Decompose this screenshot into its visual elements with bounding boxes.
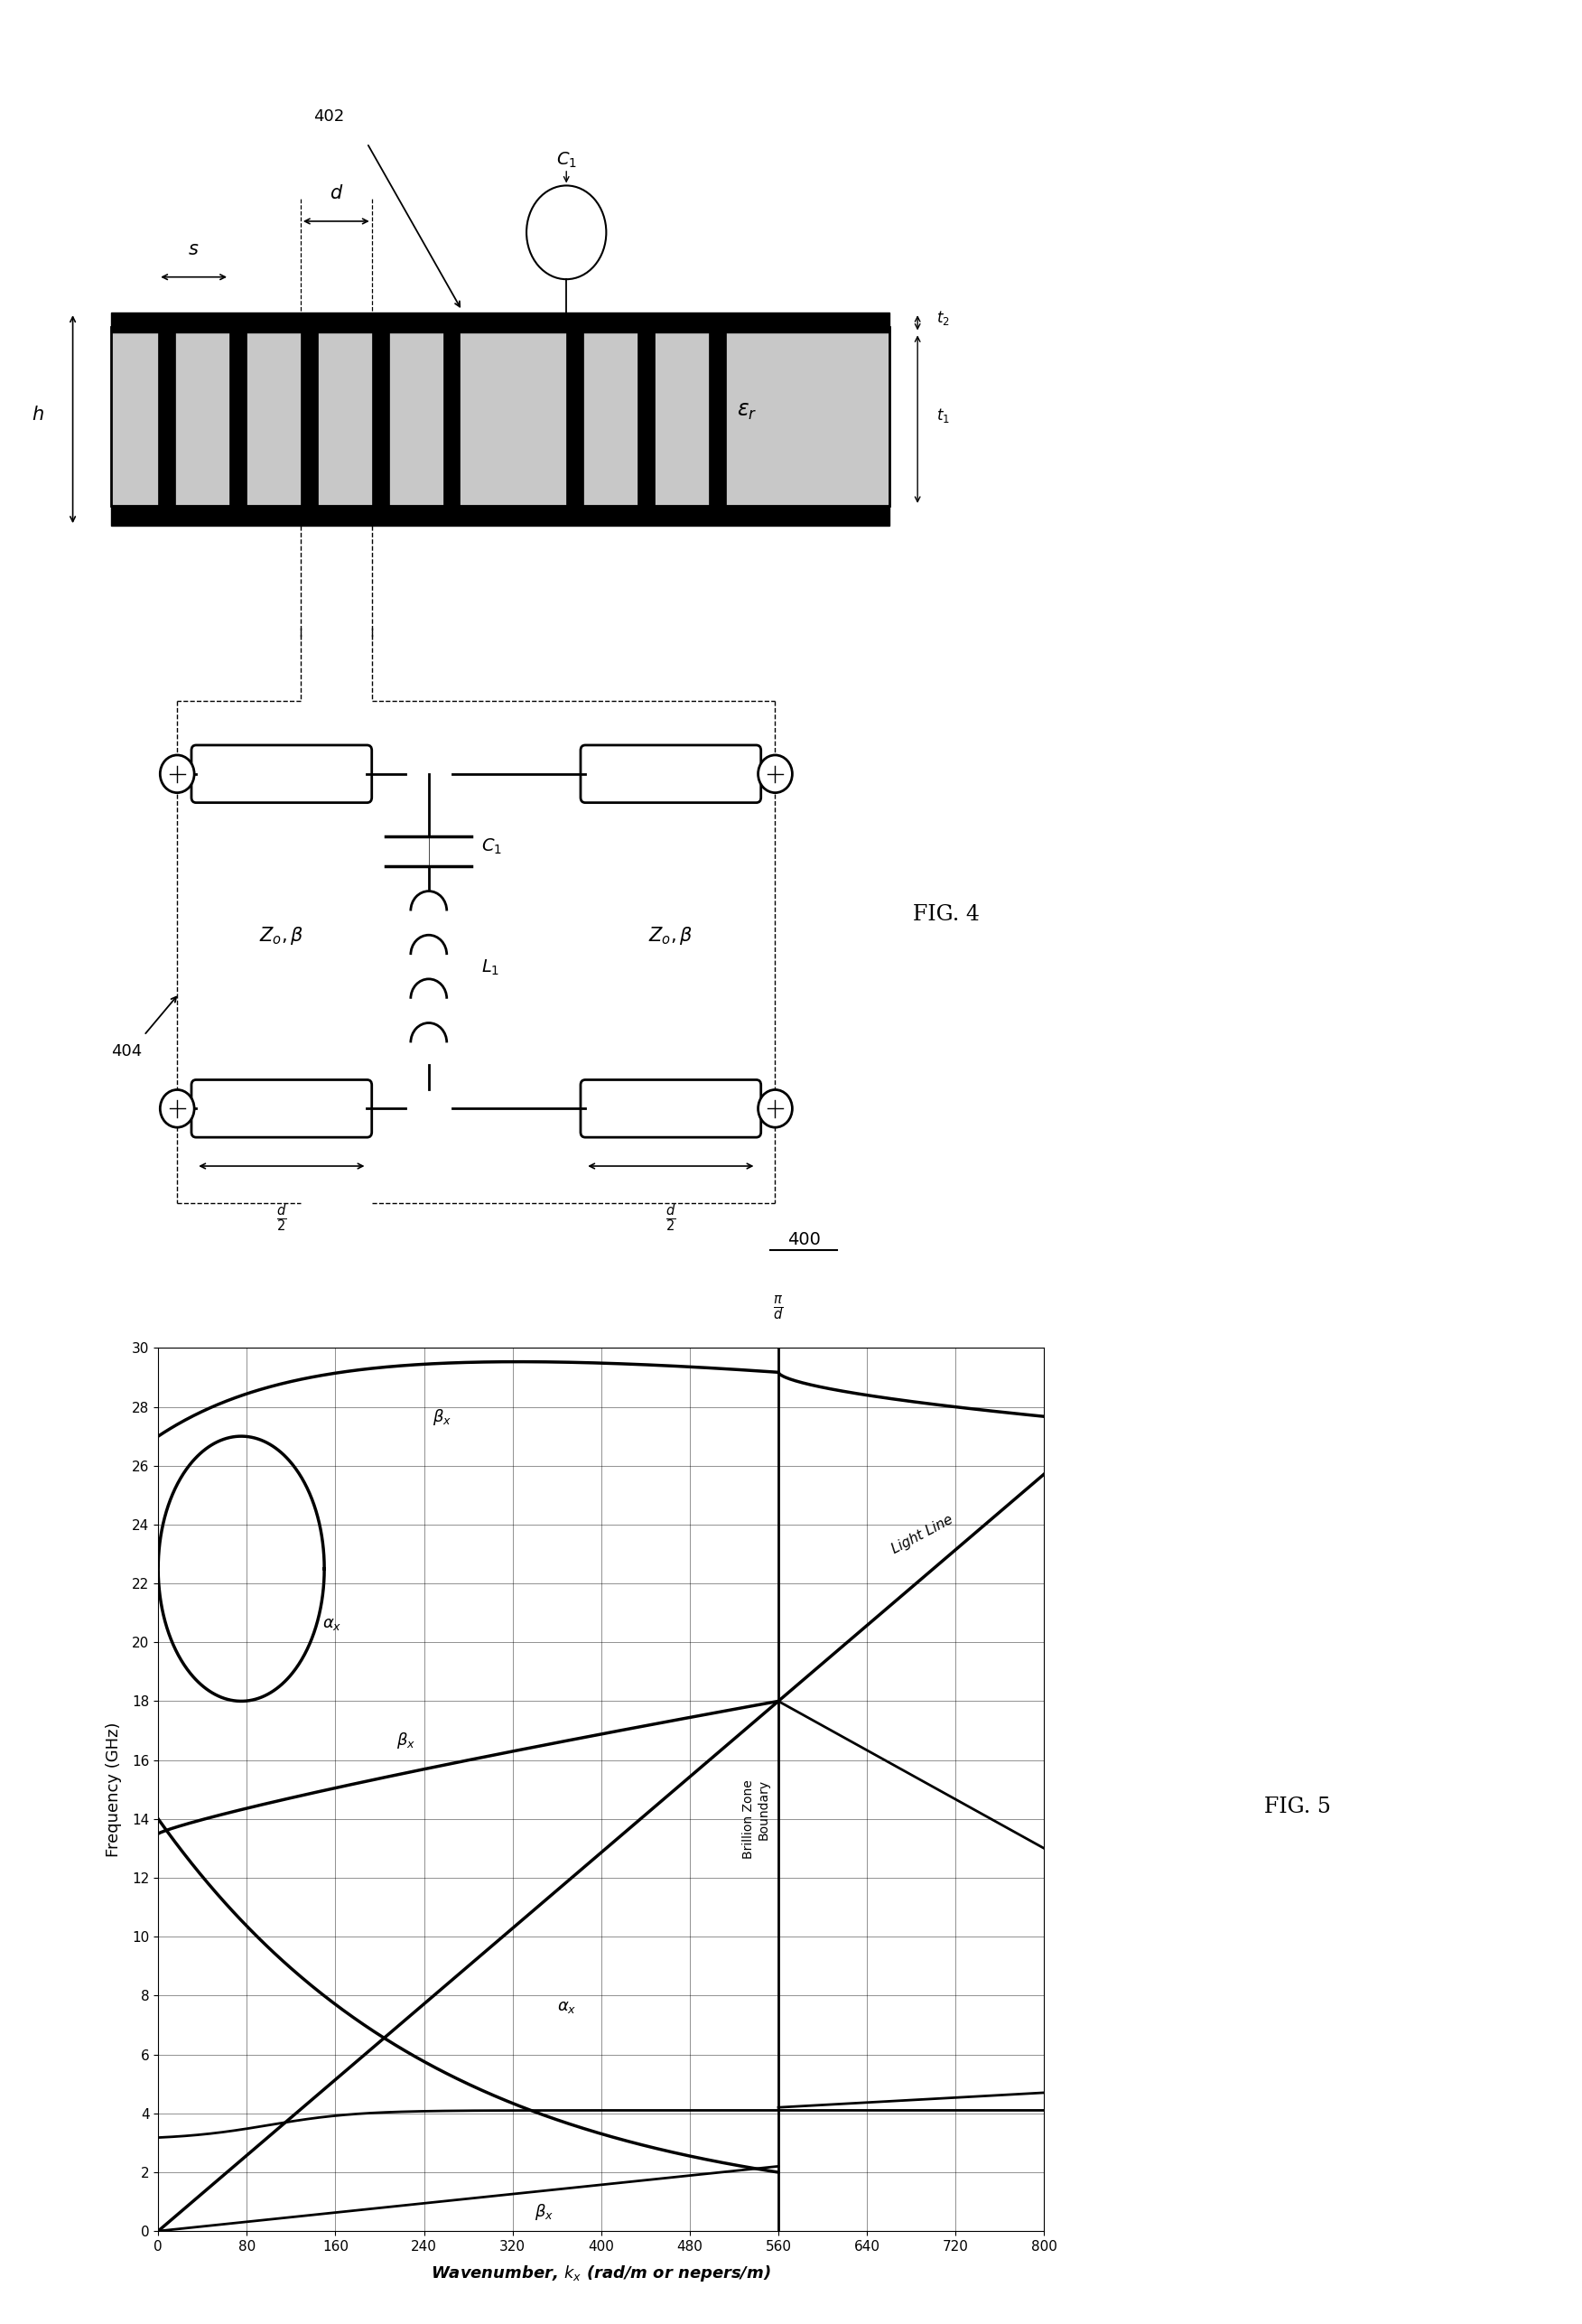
Text: $\alpha_x$: $\alpha_x$	[557, 1999, 576, 2015]
Text: 400: 400	[786, 1232, 821, 1248]
Text: $\beta_x$: $\beta_x$	[397, 1731, 416, 1750]
Text: $h$: $h$	[32, 404, 44, 423]
Circle shape	[758, 1090, 793, 1127]
Bar	[301, 328, 318, 507]
Text: $s$: $s$	[188, 239, 199, 258]
FancyBboxPatch shape	[191, 746, 372, 802]
Bar	[158, 328, 176, 507]
Bar	[229, 328, 247, 507]
Text: Light Line: Light Line	[889, 1513, 956, 1557]
Circle shape	[758, 755, 793, 792]
Bar	[638, 328, 655, 507]
Circle shape	[160, 755, 195, 792]
Text: $t_2$: $t_2$	[937, 309, 949, 328]
Text: $\alpha_x$: $\alpha_x$	[323, 1615, 342, 1631]
Text: $\varepsilon_r$: $\varepsilon_r$	[737, 400, 756, 423]
Text: $\frac{d}{2}$: $\frac{d}{2}$	[666, 1202, 676, 1234]
Text: 402: 402	[313, 109, 345, 125]
Text: $\frac{\pi}{d}$: $\frac{\pi}{d}$	[774, 1294, 783, 1322]
Bar	[566, 328, 584, 507]
Text: Brillion Zone
Boundary: Brillion Zone Boundary	[742, 1780, 769, 1859]
Bar	[443, 328, 460, 507]
Text: $t_1$: $t_1$	[937, 407, 951, 425]
Bar	[111, 507, 889, 525]
Y-axis label: Frequency (GHz): Frequency (GHz)	[106, 1722, 122, 1857]
Bar	[709, 328, 726, 507]
FancyBboxPatch shape	[581, 1081, 761, 1136]
Text: 404: 404	[111, 1043, 142, 1060]
Text: $Z_o, \beta$: $Z_o, \beta$	[649, 925, 693, 946]
Text: $C_1$: $C_1$	[555, 151, 577, 170]
Text: $C_1$: $C_1$	[481, 837, 501, 855]
Text: $Z_o, \beta$: $Z_o, \beta$	[259, 925, 304, 946]
Text: $L_1$: $L_1$	[481, 957, 500, 978]
Text: FIG. 4: FIG. 4	[913, 904, 979, 925]
Text: $\beta_x$: $\beta_x$	[535, 2201, 554, 2222]
Text: $\frac{d}{2}$: $\frac{d}{2}$	[277, 1202, 286, 1234]
X-axis label: Wavenumber, $k_x$ (rad/m or nepers/m): Wavenumber, $k_x$ (rad/m or nepers/m)	[430, 2264, 772, 2282]
Text: FIG. 5: FIG. 5	[1264, 1796, 1330, 1817]
FancyBboxPatch shape	[191, 1081, 372, 1136]
FancyBboxPatch shape	[581, 746, 761, 802]
Bar	[111, 314, 889, 332]
Text: $d$: $d$	[329, 184, 343, 202]
Circle shape	[160, 1090, 195, 1127]
Text: $\beta_x$: $\beta_x$	[433, 1406, 452, 1427]
Bar	[111, 328, 889, 507]
Bar	[372, 328, 389, 507]
